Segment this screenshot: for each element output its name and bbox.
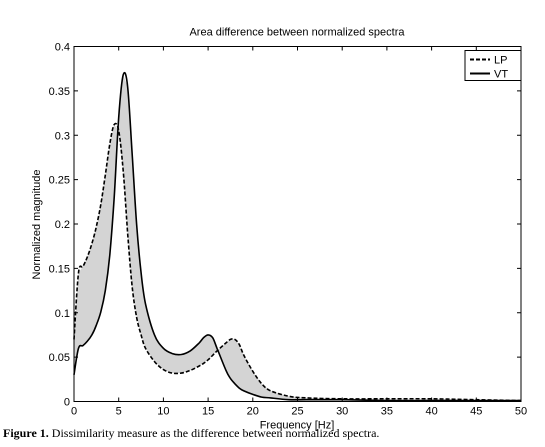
y-tick-label: 0.35 (49, 86, 70, 98)
legend-box (464, 50, 522, 81)
legend-label-lp: LP (494, 55, 507, 67)
chart-title: Area difference between normalized spect… (189, 27, 405, 39)
y-tick-label: 0.3 (55, 130, 70, 142)
y-tick-label: 0.2 (55, 219, 70, 231)
caption-label: Figure 1. (3, 426, 49, 440)
series-line-vt (73, 71, 521, 402)
legend-label-vt: VT (494, 69, 508, 81)
x-tick-label: 25 (291, 406, 303, 418)
y-tick-label: 0.25 (49, 175, 70, 187)
legend: LP VT (464, 50, 522, 81)
y-tick-label: 0.1 (55, 308, 70, 320)
caption-text: Dissimilarity measure as the difference … (48, 426, 380, 440)
axes: 0 5 10 15 20 25 30 35 40 45 50 0 0.05 0.1 0.15 0.2 0.25 0… (49, 42, 528, 418)
series-line-lp (73, 122, 522, 402)
x-tick-label: 15 (202, 406, 214, 418)
y-tick-label: 0.4 (55, 42, 70, 54)
y-tick-label: 0.05 (49, 352, 70, 364)
plot-area (73, 71, 522, 402)
x-tick-label: 50 (515, 406, 527, 418)
x-tick-label: 20 (247, 406, 259, 418)
y-axis-label: Normalized magnitude (31, 169, 43, 279)
difference-area (74, 74, 521, 401)
x-tick-label: 5 (116, 406, 122, 418)
x-tick-label: 35 (381, 406, 393, 418)
y-tick-label: 0 (64, 397, 70, 409)
figure-caption: Figure 1. Dissimilarity measure as the d… (3, 426, 379, 441)
x-tick-label: 30 (336, 406, 348, 418)
x-axis-label: Frequency [Hz] (260, 420, 335, 432)
axes-frame (73, 46, 522, 402)
x-tick-label: 45 (470, 406, 482, 418)
x-tick-label: 10 (157, 406, 169, 418)
y-tick-label: 0.15 (49, 263, 70, 275)
x-tick-label: 40 (425, 406, 437, 418)
x-tick-label: 0 (71, 406, 77, 418)
